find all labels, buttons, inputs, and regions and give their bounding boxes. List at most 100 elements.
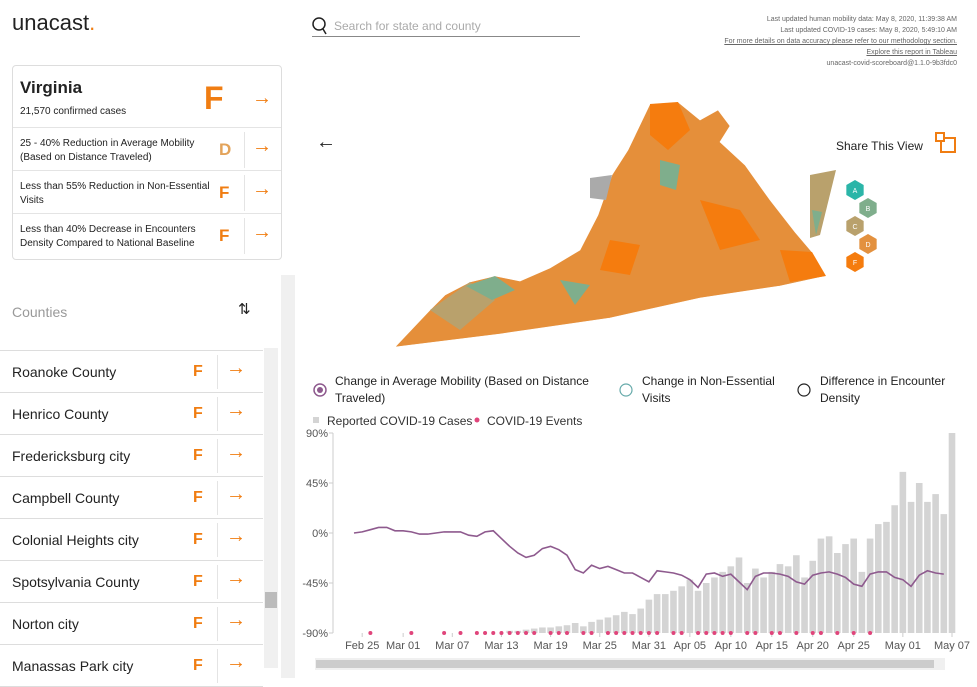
event-dot	[368, 631, 373, 635]
county-grade: F	[193, 447, 203, 464]
grade-divider	[217, 355, 218, 389]
case-bar	[793, 555, 800, 633]
event-dot	[581, 631, 586, 635]
arrow[interactable]: →	[226, 357, 246, 379]
case-bar	[883, 521, 890, 633]
x-tick-label: Mar 13	[484, 640, 518, 652]
update-line: Last updated COVID-19 cases: May 8, 2020…	[780, 27, 957, 34]
x-tick-label: May 01	[885, 640, 921, 652]
metric-text: Less than 55% Reduction in Non-Essential…	[20, 181, 210, 206]
grade-divider	[217, 649, 218, 683]
county-name: Colonial Heights city	[12, 532, 139, 548]
x-tick-label: Mar 31	[632, 640, 666, 652]
county-row[interactable]	[0, 561, 263, 603]
case-bar	[563, 625, 571, 633]
event-dot	[696, 631, 701, 635]
metric-divider	[244, 175, 245, 211]
methodology-link[interactable]: For more details on data accuracy please…	[724, 38, 957, 45]
case-bar	[694, 590, 702, 633]
county-row[interactable]	[0, 477, 263, 519]
search-box[interactable]: Search for state and county	[312, 14, 580, 37]
case-bar	[932, 494, 939, 633]
state-name: Virginia	[20, 78, 83, 97]
county-name: Fredericksburg city	[12, 448, 131, 464]
grade-divider	[217, 565, 218, 599]
arrow[interactable]: →	[226, 567, 246, 589]
county-row[interactable]	[0, 435, 263, 477]
scrollbar[interactable]	[264, 348, 278, 668]
x-tick-label: Apr 10	[715, 640, 747, 652]
radio-selected[interactable]	[313, 383, 327, 397]
tableau-link[interactable]: Explore this report in Tableau	[866, 49, 957, 56]
metric-option[interactable]: Difference in Encounter Density	[820, 374, 946, 405]
y-tick-label: -45%	[302, 578, 328, 590]
metric-row-divider	[13, 213, 281, 214]
arrow[interactable]: →	[252, 87, 272, 109]
event-dot	[810, 631, 815, 635]
share-icon[interactable]	[935, 132, 956, 153]
metric-row-divider	[13, 170, 281, 171]
grade-label: A	[853, 188, 858, 195]
event-dot	[851, 631, 856, 635]
case-bar	[801, 577, 808, 633]
event-dot	[818, 631, 823, 635]
event-dot	[589, 631, 594, 635]
x-tick-label: Mar 19	[533, 640, 567, 652]
county-row[interactable]	[0, 393, 263, 435]
state-cases: 21,570 confirmed cases	[20, 106, 127, 117]
event-dot	[835, 631, 840, 635]
radio[interactable]	[619, 383, 633, 397]
arrow[interactable]: →	[226, 399, 246, 421]
case-bar	[899, 471, 907, 633]
legend-label: COVID-19 Events	[487, 414, 582, 428]
radio[interactable]	[797, 383, 811, 397]
arrow[interactable]: →	[226, 609, 246, 631]
legend-swatch	[313, 417, 319, 423]
map[interactable]	[394, 101, 836, 348]
case-bar	[621, 611, 628, 633]
y-tick-label: 90%	[306, 428, 328, 440]
mobility-line	[353, 526, 944, 591]
case-bar	[678, 586, 685, 633]
event-dot	[515, 631, 520, 635]
metric-grade: F	[219, 226, 230, 245]
grade-label: F	[853, 260, 857, 267]
x-tick-label: Apr 05	[674, 640, 706, 652]
arrow[interactable]: →	[226, 651, 246, 673]
case-bar	[686, 579, 694, 633]
case-bar	[588, 621, 595, 633]
arrow[interactable]: →	[226, 483, 246, 505]
share-text[interactable]: Share This View	[836, 139, 923, 153]
x-tick-label: Apr 15	[756, 640, 788, 652]
arrow[interactable]: →	[252, 178, 272, 200]
y-tick-label: -90%	[302, 628, 328, 640]
arrow[interactable]: →	[226, 525, 246, 547]
radio-dot	[317, 387, 323, 393]
metric-option[interactable]: Change in Average Mobility (Based on Dis…	[335, 374, 589, 405]
event-dot	[442, 631, 447, 635]
event-dot	[671, 631, 676, 635]
h-scroll-thumb[interactable]	[316, 660, 934, 668]
grade-hexagon	[846, 180, 864, 200]
arrow[interactable]: →	[226, 441, 246, 463]
county-row[interactable]	[0, 351, 263, 393]
sort-icon[interactable]: ⇅	[238, 301, 251, 318]
state-grade: F	[204, 80, 224, 116]
event-dot	[679, 631, 684, 635]
metric-divider	[244, 132, 245, 168]
county-grade: F	[193, 531, 203, 548]
x-tick-label: Mar 25	[583, 640, 617, 652]
metric-option[interactable]: Change in Non-Essential Visits	[642, 374, 775, 405]
version: unacast-covid-scoreboard@1.1.0-9b3fdc0	[826, 60, 957, 67]
county-row[interactable]	[0, 519, 263, 561]
arrow[interactable]: →	[252, 135, 272, 157]
scrollbar[interactable]	[281, 275, 295, 678]
search-placeholder: Search for state and county	[334, 19, 481, 33]
event-dot	[605, 631, 610, 635]
back-arrow[interactable]: ←	[316, 131, 336, 153]
case-bar	[858, 571, 866, 633]
arrow[interactable]: →	[252, 221, 272, 243]
update-line: Last updated human mobility data: May 8,…	[766, 16, 957, 23]
county-row[interactable]	[0, 603, 263, 645]
